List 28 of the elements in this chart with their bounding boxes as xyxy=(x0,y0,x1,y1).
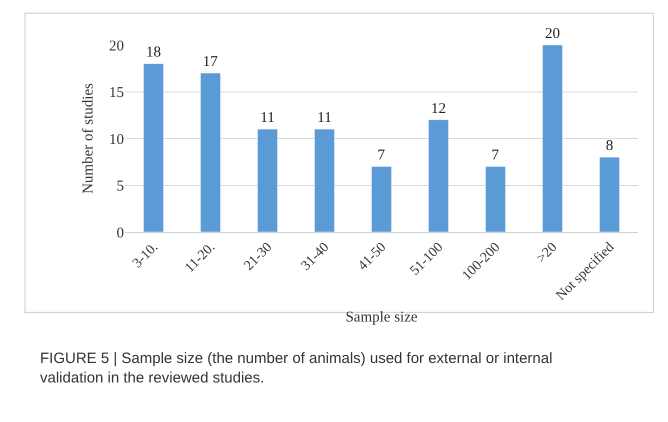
x-tick-label: >20 xyxy=(534,240,560,266)
bar xyxy=(371,166,392,232)
data-label: 11 xyxy=(260,110,275,126)
y-tick-label: 20 xyxy=(109,38,124,54)
bar xyxy=(257,128,278,232)
bar xyxy=(485,166,506,232)
data-label: 12 xyxy=(431,100,446,117)
y-tick-label: 5 xyxy=(116,178,124,194)
bar xyxy=(542,45,563,232)
bar xyxy=(143,63,164,232)
data-label: 18 xyxy=(146,44,161,61)
y-tick-label: 0 xyxy=(116,225,124,242)
bar xyxy=(314,128,335,232)
data-label: 7 xyxy=(492,148,500,164)
data-label: 17 xyxy=(202,54,218,70)
y-axis-title: Number of studies xyxy=(80,82,96,194)
bar xyxy=(200,72,221,232)
caption: FIGURE 5 | Sample size (the number of animals) used for external or internal validation in the reviewed studies. xyxy=(40,350,552,386)
data-label: 11 xyxy=(317,110,332,126)
data-label: 8 xyxy=(606,138,614,154)
bar xyxy=(599,156,620,232)
bar xyxy=(428,120,449,232)
data-label: 20 xyxy=(545,26,560,42)
data-label: 7 xyxy=(378,148,386,164)
y-tick-label: 15 xyxy=(109,85,124,101)
x-tick-label: 3-10. xyxy=(130,240,162,272)
y-tick-label: 10 xyxy=(109,132,124,148)
x-axis-title: Sample size xyxy=(345,310,418,326)
